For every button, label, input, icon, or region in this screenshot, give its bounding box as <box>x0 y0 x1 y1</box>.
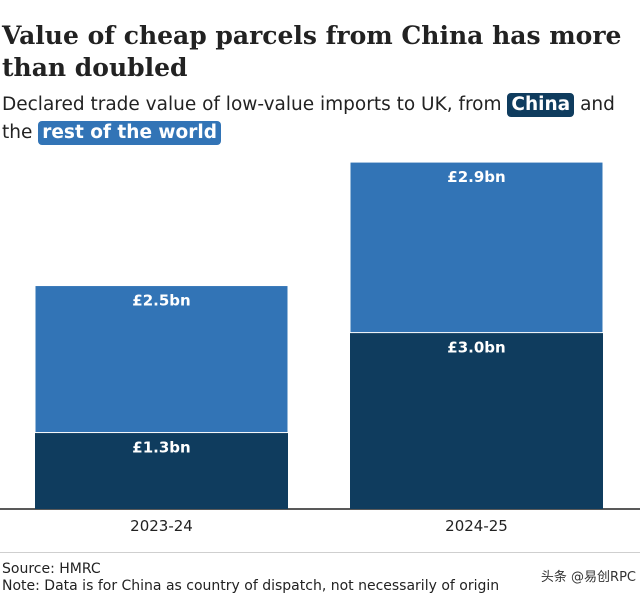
bar-segment-rest-2024-25 <box>349 161 604 334</box>
data-label-china-2023-24: £1.3bn <box>132 439 190 457</box>
data-label-rest-2024-25: £2.9bn <box>447 168 505 186</box>
legend-china-badge: China <box>507 93 575 117</box>
data-label-rest-2023-24: £2.5bn <box>132 292 190 310</box>
category-label-2024-25: 2024-25 <box>445 517 508 535</box>
stacked-bar-chart: £1.3bn £2.5bn 2023-24 £3.0bn £2.9bn 2024-25 <box>0 161 640 535</box>
chart-title: Value of cheap parcels from China has mo… <box>2 21 622 82</box>
watermark-text: 头条 @易创RPC <box>540 570 636 585</box>
legend-rest-badge: rest of the world <box>38 121 221 145</box>
chart-subtitle: Declared trade value of low-value import… <box>2 91 638 147</box>
bar-segment-rest-2023-24 <box>34 285 289 434</box>
footer-divider <box>0 552 640 553</box>
data-label-china-2024-25: £3.0bn <box>447 339 505 357</box>
source-text: Source: HMRC <box>2 561 101 577</box>
note-text: Note: Data is for China as country of di… <box>2 578 500 594</box>
bar-segment-china-2024-25 <box>350 332 603 509</box>
category-label-2023-24: 2023-24 <box>130 517 193 535</box>
subtitle-text-2: and the <box>2 94 615 143</box>
subtitle-text-1: Declared trade value of low-value import… <box>2 94 502 115</box>
bar-segment-china-2023-24 <box>35 432 288 509</box>
